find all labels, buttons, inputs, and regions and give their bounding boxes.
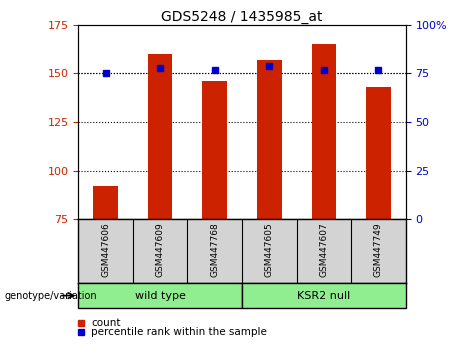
Text: wild type: wild type <box>135 291 186 301</box>
Text: count: count <box>91 318 121 328</box>
Text: percentile rank within the sample: percentile rank within the sample <box>91 326 267 337</box>
Text: GSM447605: GSM447605 <box>265 223 274 278</box>
Text: GSM447606: GSM447606 <box>101 223 110 278</box>
Bar <box>257 60 282 219</box>
Bar <box>148 54 172 219</box>
Bar <box>366 87 390 219</box>
Bar <box>94 186 118 219</box>
Bar <box>202 81 227 219</box>
Bar <box>242 283 406 308</box>
Bar <box>78 283 242 308</box>
Text: KSR2 null: KSR2 null <box>297 291 350 301</box>
Text: GSM447609: GSM447609 <box>156 223 165 278</box>
Title: GDS5248 / 1435985_at: GDS5248 / 1435985_at <box>161 10 323 24</box>
Bar <box>312 44 336 219</box>
Text: GSM447749: GSM447749 <box>374 223 383 277</box>
Text: GSM447768: GSM447768 <box>210 223 219 278</box>
Text: GSM447607: GSM447607 <box>319 223 328 278</box>
Text: genotype/variation: genotype/variation <box>5 291 97 301</box>
